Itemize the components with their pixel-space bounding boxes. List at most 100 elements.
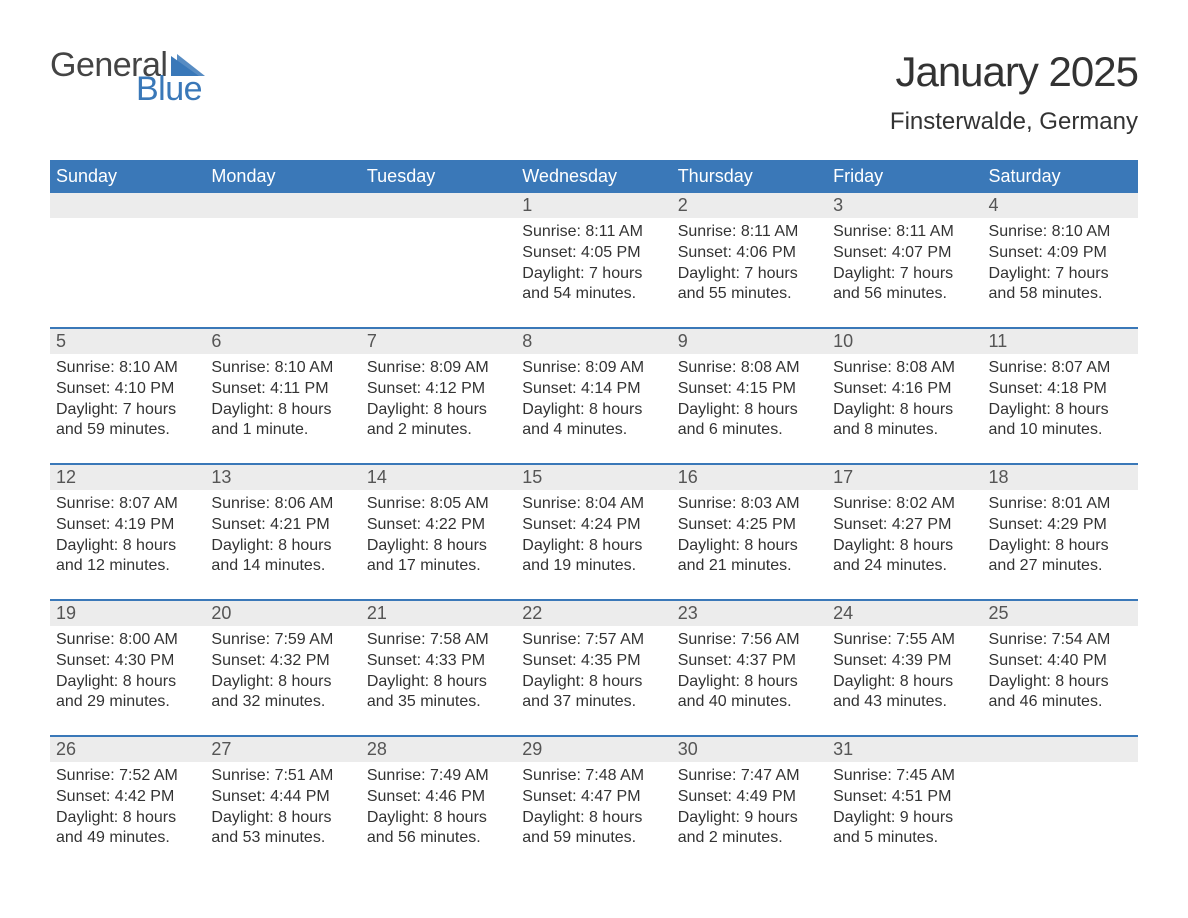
sunrise-line: Sunrise: 8:08 AM bbox=[833, 358, 976, 379]
day-details: Sunrise: 8:10 AMSunset: 4:10 PMDaylight:… bbox=[50, 354, 205, 445]
day-cell: 3Sunrise: 8:11 AMSunset: 4:07 PMDaylight… bbox=[827, 193, 982, 313]
sunset-line: Sunset: 4:24 PM bbox=[522, 515, 665, 536]
sunset-line: Sunset: 4:35 PM bbox=[522, 651, 665, 672]
day-number: 11 bbox=[983, 329, 1138, 354]
sunrise-line: Sunrise: 7:59 AM bbox=[211, 630, 354, 651]
day-details: Sunrise: 7:57 AMSunset: 4:35 PMDaylight:… bbox=[516, 626, 671, 717]
day-header: Thursday bbox=[672, 160, 827, 193]
day-cell: 10Sunrise: 8:08 AMSunset: 4:16 PMDayligh… bbox=[827, 329, 982, 449]
page-header: General Blue January 2025 Finsterwalde, … bbox=[50, 48, 1138, 136]
weeks-container: 1Sunrise: 8:11 AMSunset: 4:05 PMDaylight… bbox=[50, 193, 1138, 857]
sunrise-line: Sunrise: 8:05 AM bbox=[367, 494, 510, 515]
sunset-line: Sunset: 4:46 PM bbox=[367, 787, 510, 808]
day-details: Sunrise: 8:11 AMSunset: 4:06 PMDaylight:… bbox=[672, 218, 827, 309]
sunset-line: Sunset: 4:33 PM bbox=[367, 651, 510, 672]
day-number: 1 bbox=[516, 193, 671, 218]
day-number: 22 bbox=[516, 601, 671, 626]
day-number: 8 bbox=[516, 329, 671, 354]
sunrise-line: Sunrise: 8:11 AM bbox=[678, 222, 821, 243]
day-details: Sunrise: 8:09 AMSunset: 4:12 PMDaylight:… bbox=[361, 354, 516, 445]
day-details: Sunrise: 8:08 AMSunset: 4:15 PMDaylight:… bbox=[672, 354, 827, 445]
day-cell bbox=[50, 193, 205, 313]
daylight-line: Daylight: 8 hours and 46 minutes. bbox=[989, 672, 1132, 714]
day-cell: 26Sunrise: 7:52 AMSunset: 4:42 PMDayligh… bbox=[50, 737, 205, 857]
day-details: Sunrise: 7:59 AMSunset: 4:32 PMDaylight:… bbox=[205, 626, 360, 717]
sunrise-line: Sunrise: 8:09 AM bbox=[367, 358, 510, 379]
sunrise-line: Sunrise: 8:10 AM bbox=[56, 358, 199, 379]
sunrise-line: Sunrise: 8:11 AM bbox=[522, 222, 665, 243]
sunrise-line: Sunrise: 8:09 AM bbox=[522, 358, 665, 379]
daylight-line: Daylight: 8 hours and 35 minutes. bbox=[367, 672, 510, 714]
day-cell: 8Sunrise: 8:09 AMSunset: 4:14 PMDaylight… bbox=[516, 329, 671, 449]
day-header: Sunday bbox=[50, 160, 205, 193]
sunset-line: Sunset: 4:27 PM bbox=[833, 515, 976, 536]
sunset-line: Sunset: 4:44 PM bbox=[211, 787, 354, 808]
day-details: Sunrise: 7:54 AMSunset: 4:40 PMDaylight:… bbox=[983, 626, 1138, 717]
daylight-line: Daylight: 8 hours and 53 minutes. bbox=[211, 808, 354, 850]
sunrise-line: Sunrise: 8:03 AM bbox=[678, 494, 821, 515]
day-cell: 17Sunrise: 8:02 AMSunset: 4:27 PMDayligh… bbox=[827, 465, 982, 585]
sunrise-line: Sunrise: 8:07 AM bbox=[56, 494, 199, 515]
day-header-row: SundayMondayTuesdayWednesdayThursdayFrid… bbox=[50, 160, 1138, 193]
day-number: 5 bbox=[50, 329, 205, 354]
day-cell: 20Sunrise: 7:59 AMSunset: 4:32 PMDayligh… bbox=[205, 601, 360, 721]
daylight-line: Daylight: 8 hours and 29 minutes. bbox=[56, 672, 199, 714]
sunrise-line: Sunrise: 8:00 AM bbox=[56, 630, 199, 651]
day-details: Sunrise: 8:10 AMSunset: 4:11 PMDaylight:… bbox=[205, 354, 360, 445]
sunrise-line: Sunrise: 7:58 AM bbox=[367, 630, 510, 651]
day-header: Wednesday bbox=[516, 160, 671, 193]
week-row: 1Sunrise: 8:11 AMSunset: 4:05 PMDaylight… bbox=[50, 193, 1138, 313]
day-cell: 2Sunrise: 8:11 AMSunset: 4:06 PMDaylight… bbox=[672, 193, 827, 313]
daylight-line: Daylight: 7 hours and 54 minutes. bbox=[522, 264, 665, 306]
day-details: Sunrise: 8:11 AMSunset: 4:05 PMDaylight:… bbox=[516, 218, 671, 309]
sunrise-line: Sunrise: 8:02 AM bbox=[833, 494, 976, 515]
day-details: Sunrise: 8:05 AMSunset: 4:22 PMDaylight:… bbox=[361, 490, 516, 581]
day-details: Sunrise: 8:07 AMSunset: 4:18 PMDaylight:… bbox=[983, 354, 1138, 445]
day-cell: 27Sunrise: 7:51 AMSunset: 4:44 PMDayligh… bbox=[205, 737, 360, 857]
day-number: 24 bbox=[827, 601, 982, 626]
day-cell: 13Sunrise: 8:06 AMSunset: 4:21 PMDayligh… bbox=[205, 465, 360, 585]
daylight-line: Daylight: 8 hours and 1 minute. bbox=[211, 400, 354, 442]
day-cell: 14Sunrise: 8:05 AMSunset: 4:22 PMDayligh… bbox=[361, 465, 516, 585]
day-details: Sunrise: 8:02 AMSunset: 4:27 PMDaylight:… bbox=[827, 490, 982, 581]
day-number: 14 bbox=[361, 465, 516, 490]
sunrise-line: Sunrise: 7:55 AM bbox=[833, 630, 976, 651]
day-number: 2 bbox=[672, 193, 827, 218]
daylight-line: Daylight: 8 hours and 19 minutes. bbox=[522, 536, 665, 578]
day-number: 19 bbox=[50, 601, 205, 626]
day-details: Sunrise: 8:09 AMSunset: 4:14 PMDaylight:… bbox=[516, 354, 671, 445]
day-number: 18 bbox=[983, 465, 1138, 490]
sunset-line: Sunset: 4:21 PM bbox=[211, 515, 354, 536]
day-details: Sunrise: 8:11 AMSunset: 4:07 PMDaylight:… bbox=[827, 218, 982, 309]
daylight-line: Daylight: 7 hours and 58 minutes. bbox=[989, 264, 1132, 306]
sunset-line: Sunset: 4:37 PM bbox=[678, 651, 821, 672]
sunrise-line: Sunrise: 7:57 AM bbox=[522, 630, 665, 651]
sunrise-line: Sunrise: 7:45 AM bbox=[833, 766, 976, 787]
day-cell: 1Sunrise: 8:11 AMSunset: 4:05 PMDaylight… bbox=[516, 193, 671, 313]
sunrise-line: Sunrise: 7:54 AM bbox=[989, 630, 1132, 651]
day-cell: 12Sunrise: 8:07 AMSunset: 4:19 PMDayligh… bbox=[50, 465, 205, 585]
day-details: Sunrise: 7:58 AMSunset: 4:33 PMDaylight:… bbox=[361, 626, 516, 717]
day-cell: 25Sunrise: 7:54 AMSunset: 4:40 PMDayligh… bbox=[983, 601, 1138, 721]
day-cell: 4Sunrise: 8:10 AMSunset: 4:09 PMDaylight… bbox=[983, 193, 1138, 313]
day-cell bbox=[361, 193, 516, 313]
daylight-line: Daylight: 8 hours and 32 minutes. bbox=[211, 672, 354, 714]
day-number: 20 bbox=[205, 601, 360, 626]
day-number: 13 bbox=[205, 465, 360, 490]
daylight-line: Daylight: 8 hours and 17 minutes. bbox=[367, 536, 510, 578]
sunset-line: Sunset: 4:49 PM bbox=[678, 787, 821, 808]
day-number: 21 bbox=[361, 601, 516, 626]
sunset-line: Sunset: 4:16 PM bbox=[833, 379, 976, 400]
week-row: 5Sunrise: 8:10 AMSunset: 4:10 PMDaylight… bbox=[50, 327, 1138, 449]
daylight-line: Daylight: 7 hours and 56 minutes. bbox=[833, 264, 976, 306]
sunset-line: Sunset: 4:12 PM bbox=[367, 379, 510, 400]
sunrise-line: Sunrise: 7:56 AM bbox=[678, 630, 821, 651]
sunrise-line: Sunrise: 8:01 AM bbox=[989, 494, 1132, 515]
daylight-line: Daylight: 8 hours and 49 minutes. bbox=[56, 808, 199, 850]
sunset-line: Sunset: 4:32 PM bbox=[211, 651, 354, 672]
day-number-empty bbox=[50, 193, 205, 218]
sunset-line: Sunset: 4:18 PM bbox=[989, 379, 1132, 400]
daylight-line: Daylight: 8 hours and 40 minutes. bbox=[678, 672, 821, 714]
sunrise-line: Sunrise: 8:08 AM bbox=[678, 358, 821, 379]
daylight-line: Daylight: 8 hours and 59 minutes. bbox=[522, 808, 665, 850]
